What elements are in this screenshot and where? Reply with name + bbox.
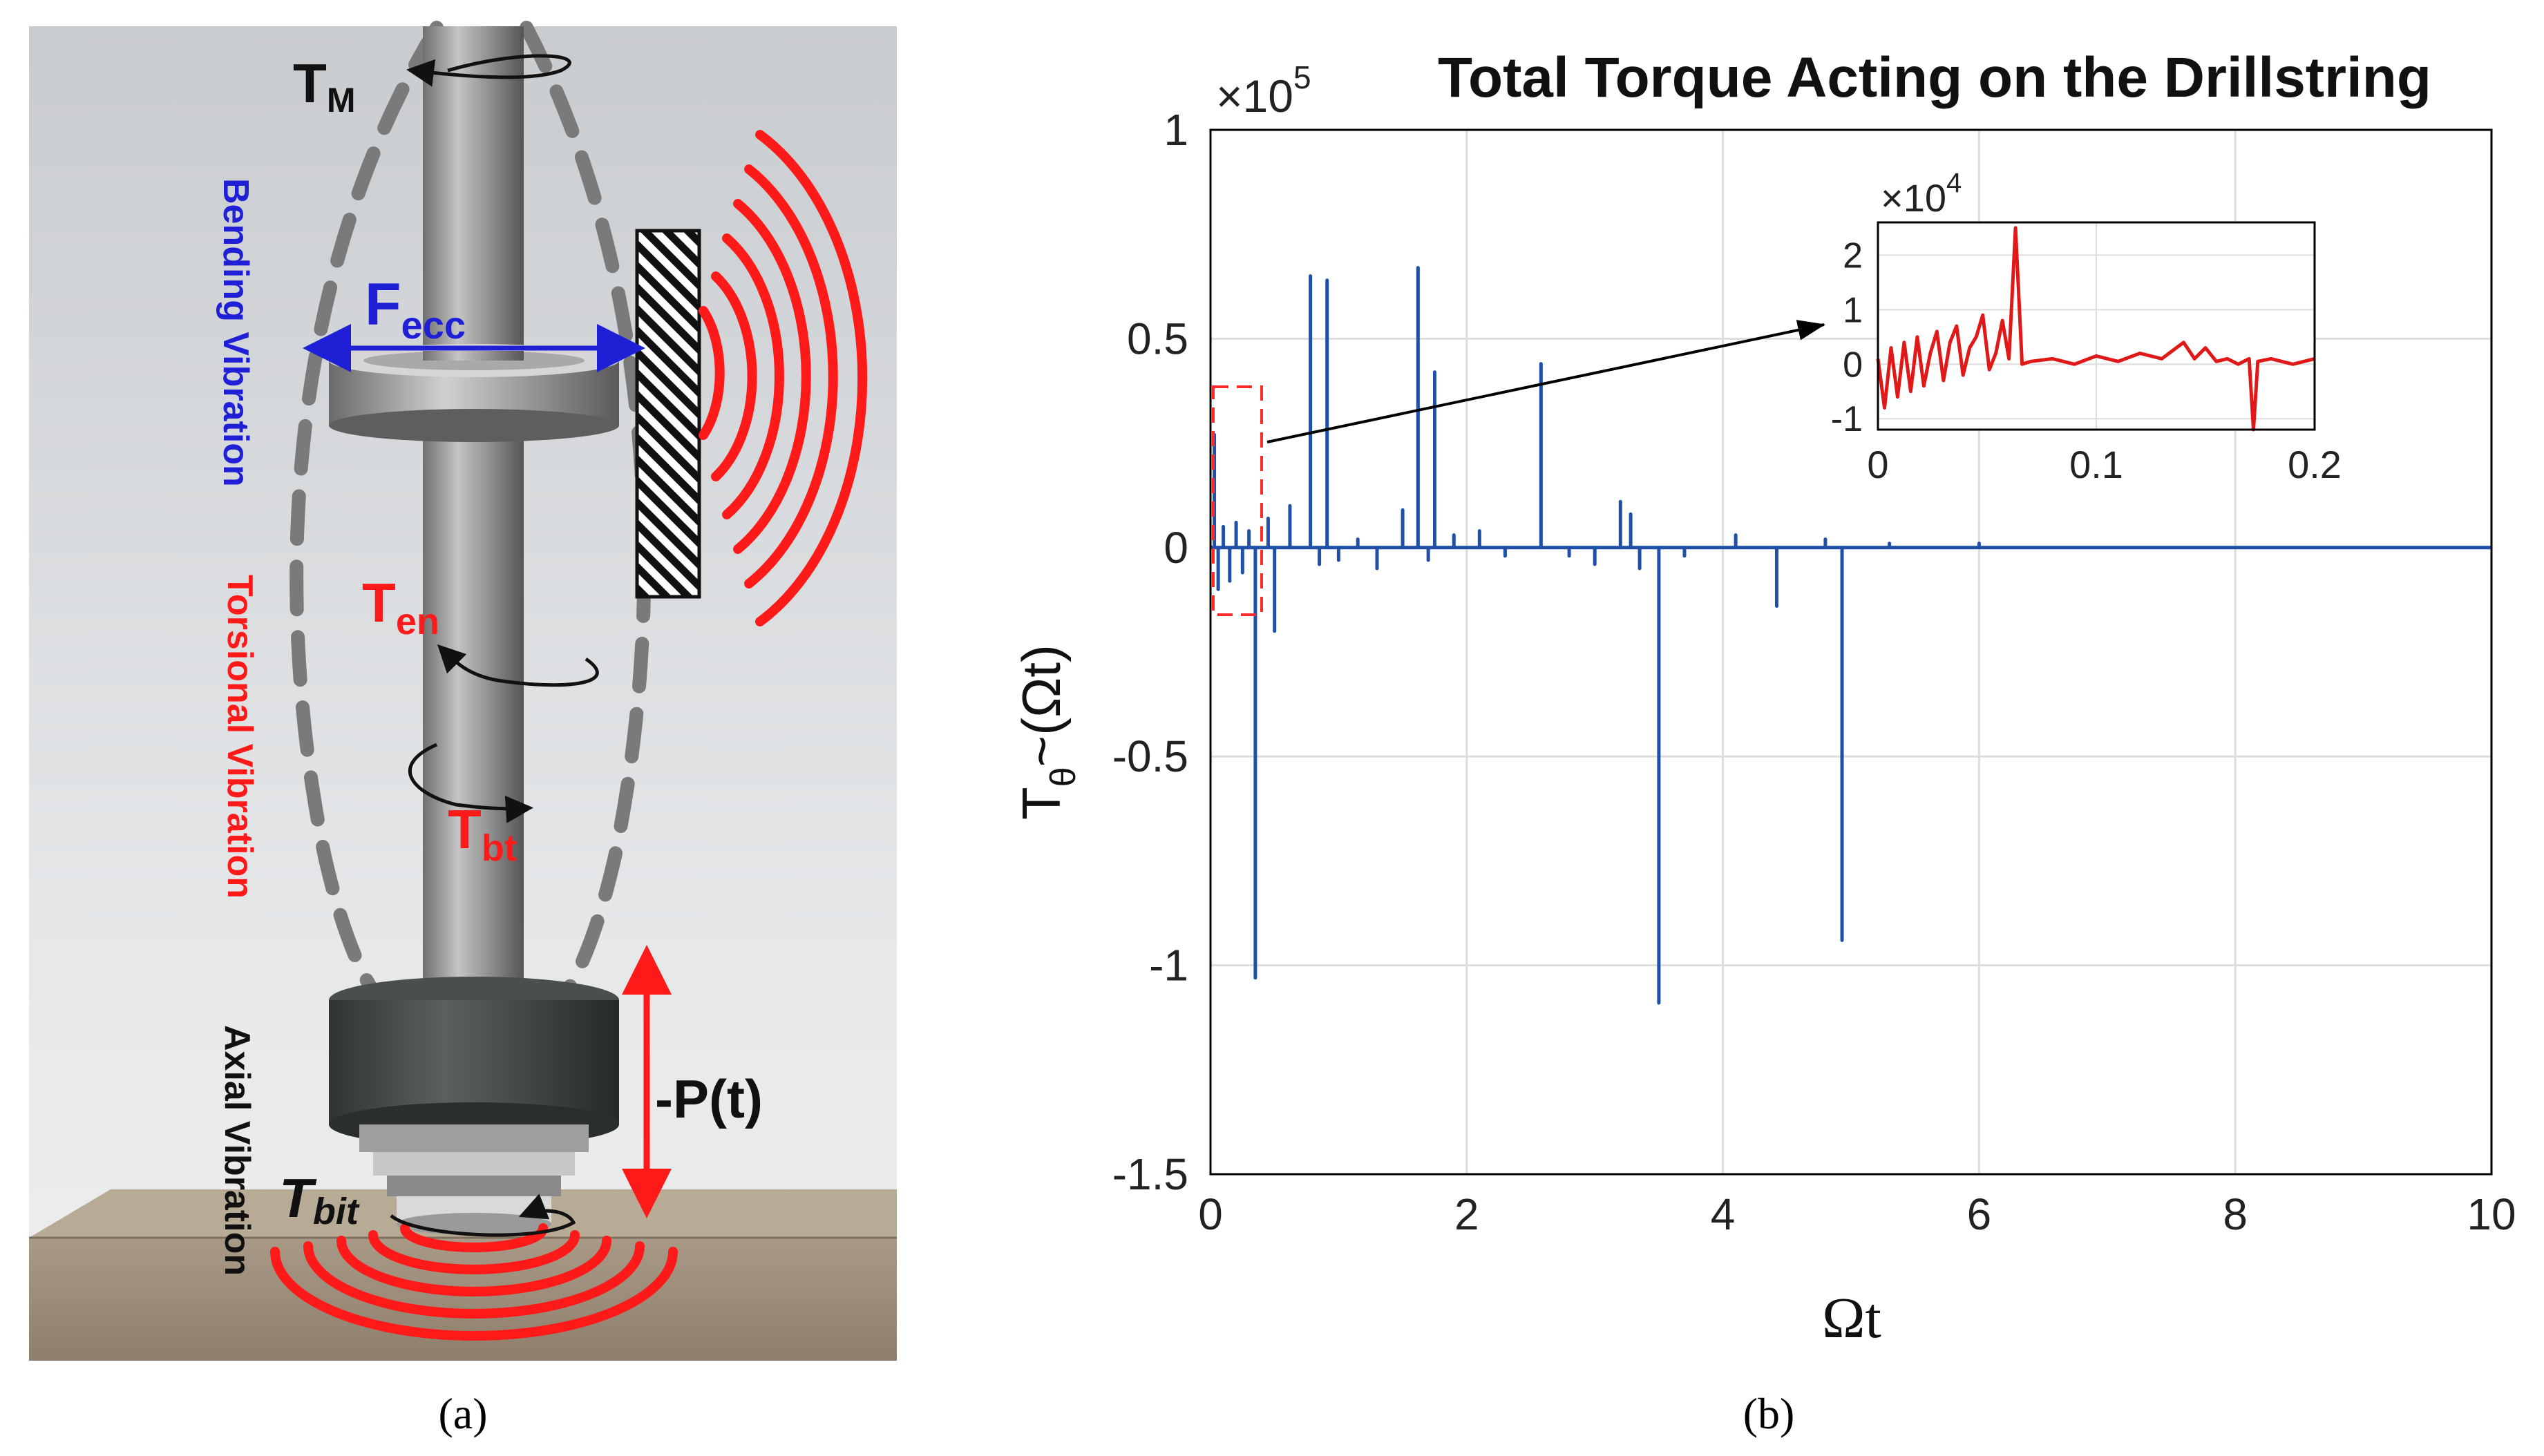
tbit-label: Tbit	[279, 1167, 360, 1232]
tm-rotation-icon	[406, 54, 571, 87]
chart-title: Total Torque Acting on the Drillstring	[1438, 46, 2431, 109]
y-tick-label: -1	[1149, 941, 1188, 990]
bit-waves-icon	[270, 1223, 678, 1341]
y-tick-label: 0.5	[1127, 314, 1188, 363]
inset-series-line	[1876, 226, 2315, 432]
plot-frame	[1209, 128, 2493, 1176]
inset-y-tick-label: 2	[1843, 236, 1863, 276]
axial-vibration-label: Axial Vibration	[217, 1025, 257, 1276]
zoom-region-box	[1212, 385, 1263, 616]
tm-label: TM	[293, 52, 356, 119]
y-scale-multiplier: ×105	[1216, 59, 1311, 122]
ten-label: Ten	[362, 572, 439, 642]
x-axis-label: Ωt	[1822, 1286, 1881, 1350]
y-tick-label: 0	[1164, 523, 1188, 573]
inset-frame	[1877, 221, 2316, 431]
x-tick-label: 10	[2467, 1189, 2516, 1239]
y-tick-label: -0.5	[1112, 731, 1188, 781]
bending-vibration-label: Bending Vibration	[216, 178, 256, 487]
y-tick-label: -1.5	[1112, 1149, 1188, 1199]
inset-scale-multiplier: ×104	[1881, 168, 1962, 220]
x-tick-label: 4	[1711, 1189, 1736, 1239]
x-tick-label: 0	[1198, 1189, 1223, 1239]
y-axis-label: Tθ~(Ωt)	[1011, 644, 1083, 820]
stabilizer-disk	[329, 344, 619, 442]
inset-x-tick-label: 0	[1867, 443, 1888, 486]
ten-rotation-icon	[437, 644, 599, 687]
tbt-rotation-icon	[408, 743, 533, 823]
panel-a-caption: (a)	[438, 1389, 487, 1438]
borehole-wall	[635, 229, 701, 599]
tbit-rotation-icon	[390, 1194, 576, 1237]
x-tick-label: 6	[1967, 1189, 1992, 1239]
drill-shaft	[423, 26, 524, 1021]
panel-b-caption: (b)	[1743, 1389, 1795, 1438]
inset-series	[1876, 226, 2315, 432]
y-tick-label: 1	[1164, 105, 1188, 155]
zoom-arrow	[1266, 320, 1825, 443]
inset-y-tick-label: -1	[1831, 399, 1863, 439]
inset-x-tick-label: 0.1	[2069, 443, 2123, 486]
inset-x-tick-label: 0.2	[2288, 443, 2342, 486]
fecc-label: Fecc	[365, 271, 466, 347]
x-tick-label: 8	[2223, 1189, 2248, 1239]
panel-a-illustration: TM Fecc Ten Tbt Tbit -P(t) Bending Vibra…	[29, 21, 897, 1361]
x-tick-label: 2	[1454, 1189, 1479, 1239]
axial-load-label: -P(t)	[655, 1069, 763, 1129]
bottom-hole-assembly	[329, 977, 619, 1235]
torsional-vibration-label: Torsional Vibration	[220, 575, 260, 899]
inset-y-tick-label: 1	[1843, 290, 1863, 330]
inset-y-tick-label: 0	[1843, 345, 1863, 385]
wall-waves-icon	[699, 130, 868, 626]
tbt-label: Tbt	[448, 798, 517, 869]
main-series	[1211, 266, 2491, 1005]
